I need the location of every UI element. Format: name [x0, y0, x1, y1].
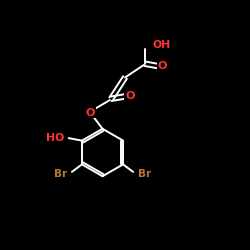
Text: HO: HO: [46, 133, 64, 143]
Text: O: O: [158, 61, 167, 71]
Text: Br: Br: [54, 170, 67, 179]
Text: Br: Br: [138, 170, 151, 179]
Text: O: O: [125, 91, 135, 101]
Text: OH: OH: [152, 40, 171, 50]
Text: O: O: [85, 108, 95, 118]
